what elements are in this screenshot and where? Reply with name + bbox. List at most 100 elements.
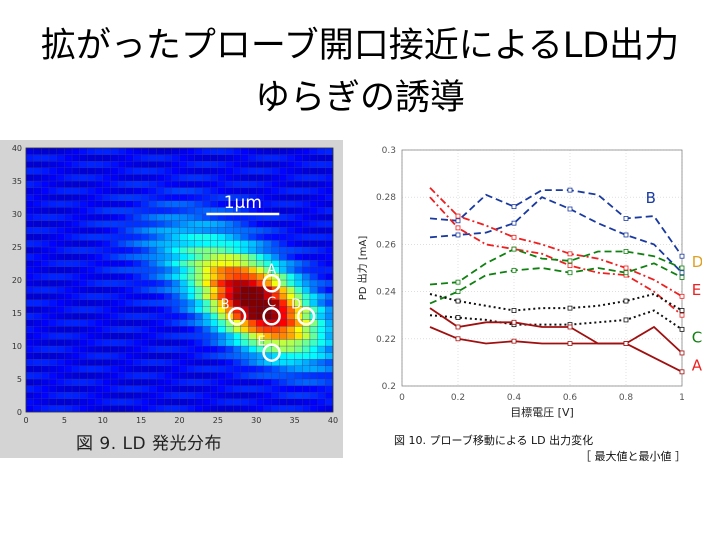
heatmap-cell [210, 279, 218, 287]
line-chart-caption-note: ［ 最大値と最小値 ］ [580, 450, 686, 463]
heatmap-cell [87, 180, 96, 188]
heatmap-y-tick-label: 30 [12, 210, 22, 219]
heatmap-cell [56, 147, 65, 155]
heatmap-cell [133, 398, 142, 406]
heatmap-cell [133, 213, 142, 221]
series-line-e-max [429, 187, 683, 298]
heatmap-cell [25, 279, 34, 287]
heatmap-cell [79, 339, 88, 347]
heatmap-cell [102, 213, 111, 221]
series-point-d [623, 270, 629, 276]
heatmap-cell [156, 266, 165, 274]
heatmap-cell [41, 385, 50, 393]
heatmap-cell [156, 345, 165, 353]
heatmap-cell [179, 174, 188, 182]
heatmap-cell [71, 372, 80, 380]
heatmap-cell [271, 332, 280, 340]
heatmap-cell [194, 200, 203, 208]
heatmap-cell [33, 213, 42, 221]
heatmap-cell [133, 306, 142, 314]
heatmap-cell [294, 279, 303, 287]
heatmap-cell [309, 200, 318, 208]
heatmap-cell [87, 279, 96, 287]
heatmap-cell [48, 253, 57, 261]
heatmap-cell [71, 398, 80, 406]
heatmap-cell [102, 220, 111, 228]
heatmap-cell [79, 392, 88, 399]
heatmap-cell [110, 266, 119, 274]
heatmap-cell [48, 378, 57, 386]
y-tick-label: 0.26 [376, 240, 396, 250]
heatmap-cell [125, 246, 134, 254]
heatmap-cell [248, 398, 257, 406]
heatmap-cell [217, 319, 226, 327]
heatmap-cell [41, 246, 50, 254]
heatmap-cell [117, 240, 126, 248]
heatmap-cell [148, 299, 157, 307]
heatmap-cell [194, 359, 203, 366]
heatmap-cell [133, 279, 142, 287]
heatmap-cell [202, 154, 211, 162]
heatmap-cell [263, 187, 272, 195]
heatmap-cell [71, 167, 80, 175]
heatmap-cell [194, 312, 203, 320]
heatmap-cell [87, 161, 96, 168]
heatmap-cell [325, 365, 334, 373]
heatmap-cell [87, 194, 96, 201]
heatmap-cell [194, 339, 203, 347]
heatmap-cell [240, 385, 249, 393]
heatmap-cell [309, 293, 318, 300]
series-point-e [679, 312, 685, 318]
heatmap-cell [194, 240, 203, 248]
heatmap-cell [148, 385, 157, 393]
heatmap-cell [125, 332, 134, 340]
heatmap-cell [64, 147, 73, 155]
heatmap-cell [248, 273, 257, 281]
heatmap-cell [256, 220, 265, 228]
heatmap-cell [240, 299, 249, 307]
heatmap-cell [210, 180, 218, 188]
heatmap-cell [194, 286, 203, 294]
heatmap-cell [325, 200, 334, 208]
heatmap-cell [156, 312, 165, 320]
heatmap-cell [64, 187, 73, 195]
heatmap-y-tick-label: 25 [12, 243, 22, 252]
heatmap-cell [194, 233, 203, 241]
heatmap-cell [286, 345, 295, 353]
heatmap-cell [110, 147, 119, 155]
probe-marker-label: E [257, 335, 265, 350]
heatmap-cell [133, 326, 142, 333]
heatmap-cell [25, 312, 34, 320]
heatmap-cell [294, 253, 303, 261]
heatmap-cell [56, 154, 65, 162]
heatmap-cell [110, 319, 119, 327]
heatmap-cell [171, 167, 180, 175]
heatmap-cell [210, 293, 218, 300]
heatmap-cell [217, 220, 226, 228]
heatmap-cell [187, 392, 195, 399]
heatmap-cell [309, 194, 318, 201]
heatmap-cell [48, 187, 57, 195]
heatmap-cell [210, 345, 218, 353]
heatmap-cell [64, 398, 73, 406]
heatmap-cell [309, 220, 318, 228]
heatmap-cell [87, 227, 96, 234]
heatmap-cell [125, 273, 134, 281]
heatmap-cell [256, 378, 265, 386]
heatmap-cell [71, 385, 80, 393]
heatmap-cell [325, 194, 334, 201]
heatmap-cell [286, 233, 295, 241]
heatmap-cell [217, 286, 226, 294]
heatmap-cell [248, 174, 257, 182]
heatmap-cell [133, 253, 142, 261]
heatmap-cell [141, 339, 149, 347]
heatmap-cell [217, 405, 226, 413]
heatmap-cell [56, 392, 65, 399]
heatmap-cell [64, 273, 73, 281]
heatmap-cell [194, 253, 203, 261]
heatmap-cell [141, 260, 149, 267]
heatmap-y-tick-label: 10 [12, 342, 22, 351]
heatmap-cell [179, 365, 188, 373]
heatmap-cell [156, 213, 165, 221]
heatmap-cell [87, 359, 96, 366]
